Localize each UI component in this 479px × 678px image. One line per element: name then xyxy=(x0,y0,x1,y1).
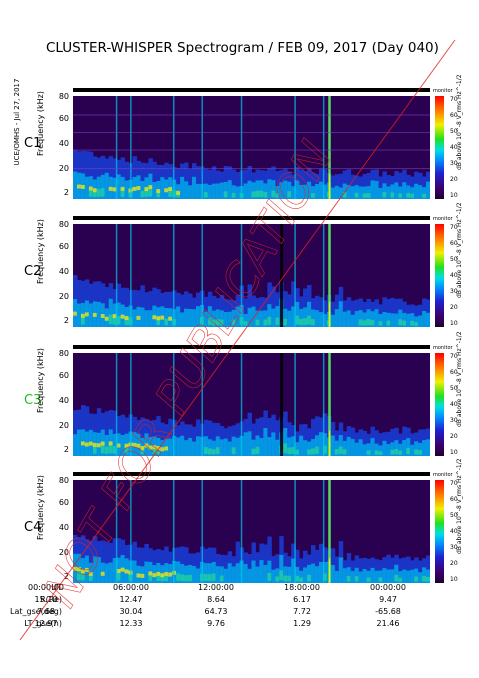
colorbar xyxy=(435,224,444,327)
y-tick-label: 40 xyxy=(58,396,69,405)
colorbar-tick-label: 10 xyxy=(450,320,458,327)
colorbar-tick-label: 20 xyxy=(450,433,458,440)
spectrogram-panel: C4 Frequency (kHz) 80 60 40 20 2 monitor 70 60 50 4… xyxy=(0,458,479,597)
table-cell: 00:00:00 xyxy=(28,583,64,592)
table-cell: 21.46 xyxy=(376,619,400,628)
y-tick-label: 60 xyxy=(58,242,69,251)
y-tick-label: 2 xyxy=(63,572,69,581)
table-cell: 00:00:00 xyxy=(370,583,406,592)
spectrogram-image xyxy=(73,96,430,199)
table-cell: 12.47 xyxy=(119,595,143,604)
spectrogram-image xyxy=(73,224,430,327)
y-tick-label: 40 xyxy=(58,139,69,148)
spectrogram-panel: C1 Frequency (kHz) 80 60 40 20 2 monitor 70 60 50 4… xyxy=(0,74,479,213)
y-tick-label: 2 xyxy=(63,316,69,325)
y-tick-label: 60 xyxy=(58,114,69,123)
spectrogram-panel: C2 Frequency (kHz) 80 60 40 20 2 monitor 70 60 50 4… xyxy=(0,202,479,341)
y-axis-label: Frequency (kHz) xyxy=(36,348,45,413)
y-axis-label: Frequency (kHz) xyxy=(36,475,45,540)
y-tick-label: 20 xyxy=(58,164,69,173)
colorbar-label: dB above 10^-8 V_rms Hz^-1/2 xyxy=(456,74,463,170)
colorbar xyxy=(435,96,444,199)
table-cell: 12.97 xyxy=(34,619,58,628)
colorbar-top-label: monitor xyxy=(433,88,453,94)
y-tick-label: 40 xyxy=(58,267,69,276)
colorbar-top-label: monitor xyxy=(433,472,453,478)
spectrogram-image xyxy=(73,480,430,583)
colorbar-label: dB above 10^-8 V_rms Hz^-1/2 xyxy=(456,202,463,298)
spectrogram-plot xyxy=(73,480,430,583)
colorbar xyxy=(435,480,444,583)
y-axis-label: Frequency (kHz) xyxy=(36,91,45,156)
table-cell: 9.47 xyxy=(379,595,397,604)
table-cell: 6.17 xyxy=(293,595,311,604)
y-tick-label: 20 xyxy=(58,292,69,301)
y-tick-label: 20 xyxy=(58,421,69,430)
spectrogram-panel: C3 Frequency (kHz) 80 60 40 20 2 monitor 70 60 50 4… xyxy=(0,331,479,470)
y-axis-label: Frequency (kHz) xyxy=(36,219,45,284)
colorbar xyxy=(435,353,444,456)
spectrogram-plot xyxy=(73,96,430,199)
table-cell: 06:00:00 xyxy=(113,583,149,592)
y-tick-label: 80 xyxy=(58,92,69,101)
colorbar-label: dB above 10^-8 V_rms Hz^-1/2 xyxy=(456,458,463,554)
colorbar-tick-label: 10 xyxy=(450,449,458,456)
spectrogram-plot xyxy=(73,353,430,456)
y-tick-label: 20 xyxy=(58,548,69,557)
colorbar-top-label: monitor xyxy=(433,216,453,222)
y-tick-label: 80 xyxy=(58,220,69,229)
colorbar-tick-label: 20 xyxy=(450,304,458,311)
spectrogram-image xyxy=(73,353,430,456)
table-cell: 30.04 xyxy=(119,607,143,616)
y-tick-label: 2 xyxy=(63,188,69,197)
table-cell: 12:00:00 xyxy=(198,583,234,592)
table-cell: 8.64 xyxy=(207,595,225,604)
table-cell: 1.29 xyxy=(293,619,311,628)
colorbar-tick-label: 10 xyxy=(450,192,458,199)
colorbar-tick-label: 10 xyxy=(450,576,458,583)
y-tick-label: 40 xyxy=(58,523,69,532)
spectrogram-plot xyxy=(73,224,430,327)
table-cell: 7.68 xyxy=(37,607,55,616)
y-tick-label: 60 xyxy=(58,371,69,380)
table-cell: 64.73 xyxy=(204,607,228,616)
ephemeris-table: UT 00:00:00 06:00:00 12:00:00 18:00:00 00:00:… xyxy=(0,583,479,643)
y-tick-label: 2 xyxy=(63,445,69,454)
y-tick-label: 60 xyxy=(58,498,69,507)
table-cell: 15.10 xyxy=(34,595,58,604)
table-cell: 9.76 xyxy=(207,619,225,628)
colorbar-top-label: monitor xyxy=(433,345,453,351)
chart-title: CLUSTER-WHISPER Spectrogram / FEB 09, 20… xyxy=(46,40,439,56)
colorbar-tick-label: 20 xyxy=(450,560,458,567)
colorbar-tick-label: 20 xyxy=(450,176,458,183)
colorbar-label: dB above 10^-8 V_rms Hz^-1/2 xyxy=(456,331,463,427)
table-cell: 12.33 xyxy=(119,619,143,628)
table-cell: 7.72 xyxy=(293,607,311,616)
y-tick-label: 80 xyxy=(58,349,69,358)
y-tick-label: 80 xyxy=(58,476,69,485)
table-cell: -65.68 xyxy=(375,607,401,616)
table-cell: 18:00:00 xyxy=(284,583,320,592)
